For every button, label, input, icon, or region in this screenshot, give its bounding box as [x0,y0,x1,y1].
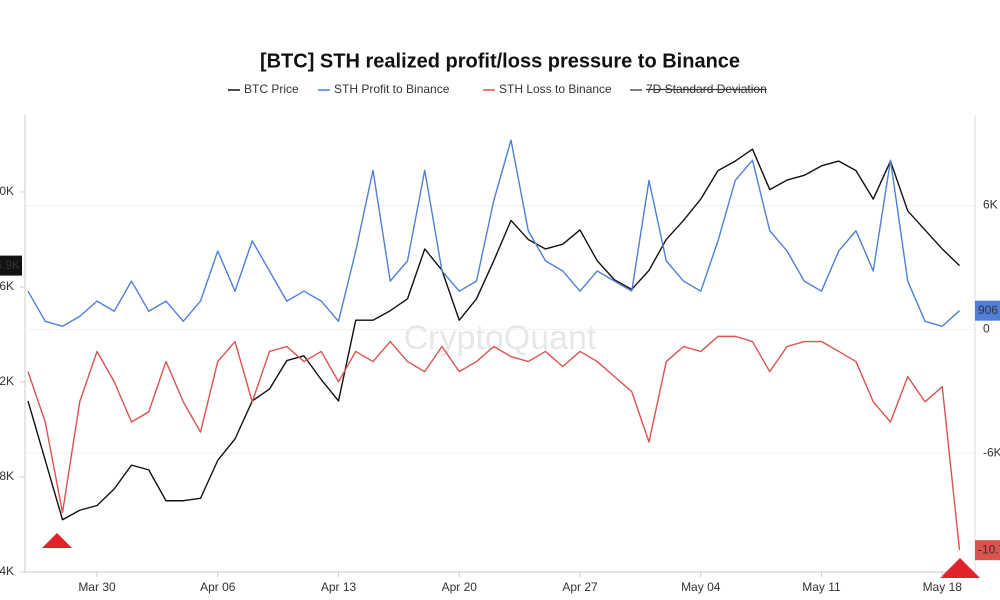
value-label: -10.7K [978,542,1000,556]
chart-title: [BTC] STH realized profit/loss pressure … [260,50,740,72]
x-tick-label: Apr 27 [562,580,598,594]
y2-tick-label: 6K [983,198,998,212]
x-tick-label: Apr 06 [200,580,236,594]
value-badge [975,300,1000,321]
y2-tick-label: 0 [983,322,990,336]
value-badge [0,255,22,276]
legend-label: 7D Standard Deviation [646,82,767,96]
series-line [27,148,960,521]
legend-label: STH Loss to Binance [499,82,612,96]
y2-tick-label: -6K [983,445,1000,459]
y-tick-label: 84K [0,564,14,578]
y-tick-label: 92K [0,374,14,388]
y-tick-label: 100K [0,184,14,198]
marker-triangle [940,558,980,578]
x-tick-label: May 11 [802,580,841,594]
watermark: CryptoQuant [404,319,597,357]
series-line [27,139,960,327]
value-label: 96.9K [0,258,20,272]
x-tick-label: May 04 [681,580,721,594]
y-tick-label: 96K [0,279,14,293]
y-tick-label: 88K [0,469,14,483]
legend-label: BTC Price [244,82,299,96]
value-label: 906 [978,303,998,317]
value-badge [975,540,1000,561]
x-tick-label: May 18 [923,580,963,594]
x-tick-label: Apr 13 [321,580,357,594]
marker-triangle [42,533,72,548]
series-line [27,335,961,551]
x-tick-label: Mar 30 [78,580,116,594]
legend-label: STH Profit to Binance [334,82,450,96]
x-tick-label: Apr 20 [442,580,478,594]
